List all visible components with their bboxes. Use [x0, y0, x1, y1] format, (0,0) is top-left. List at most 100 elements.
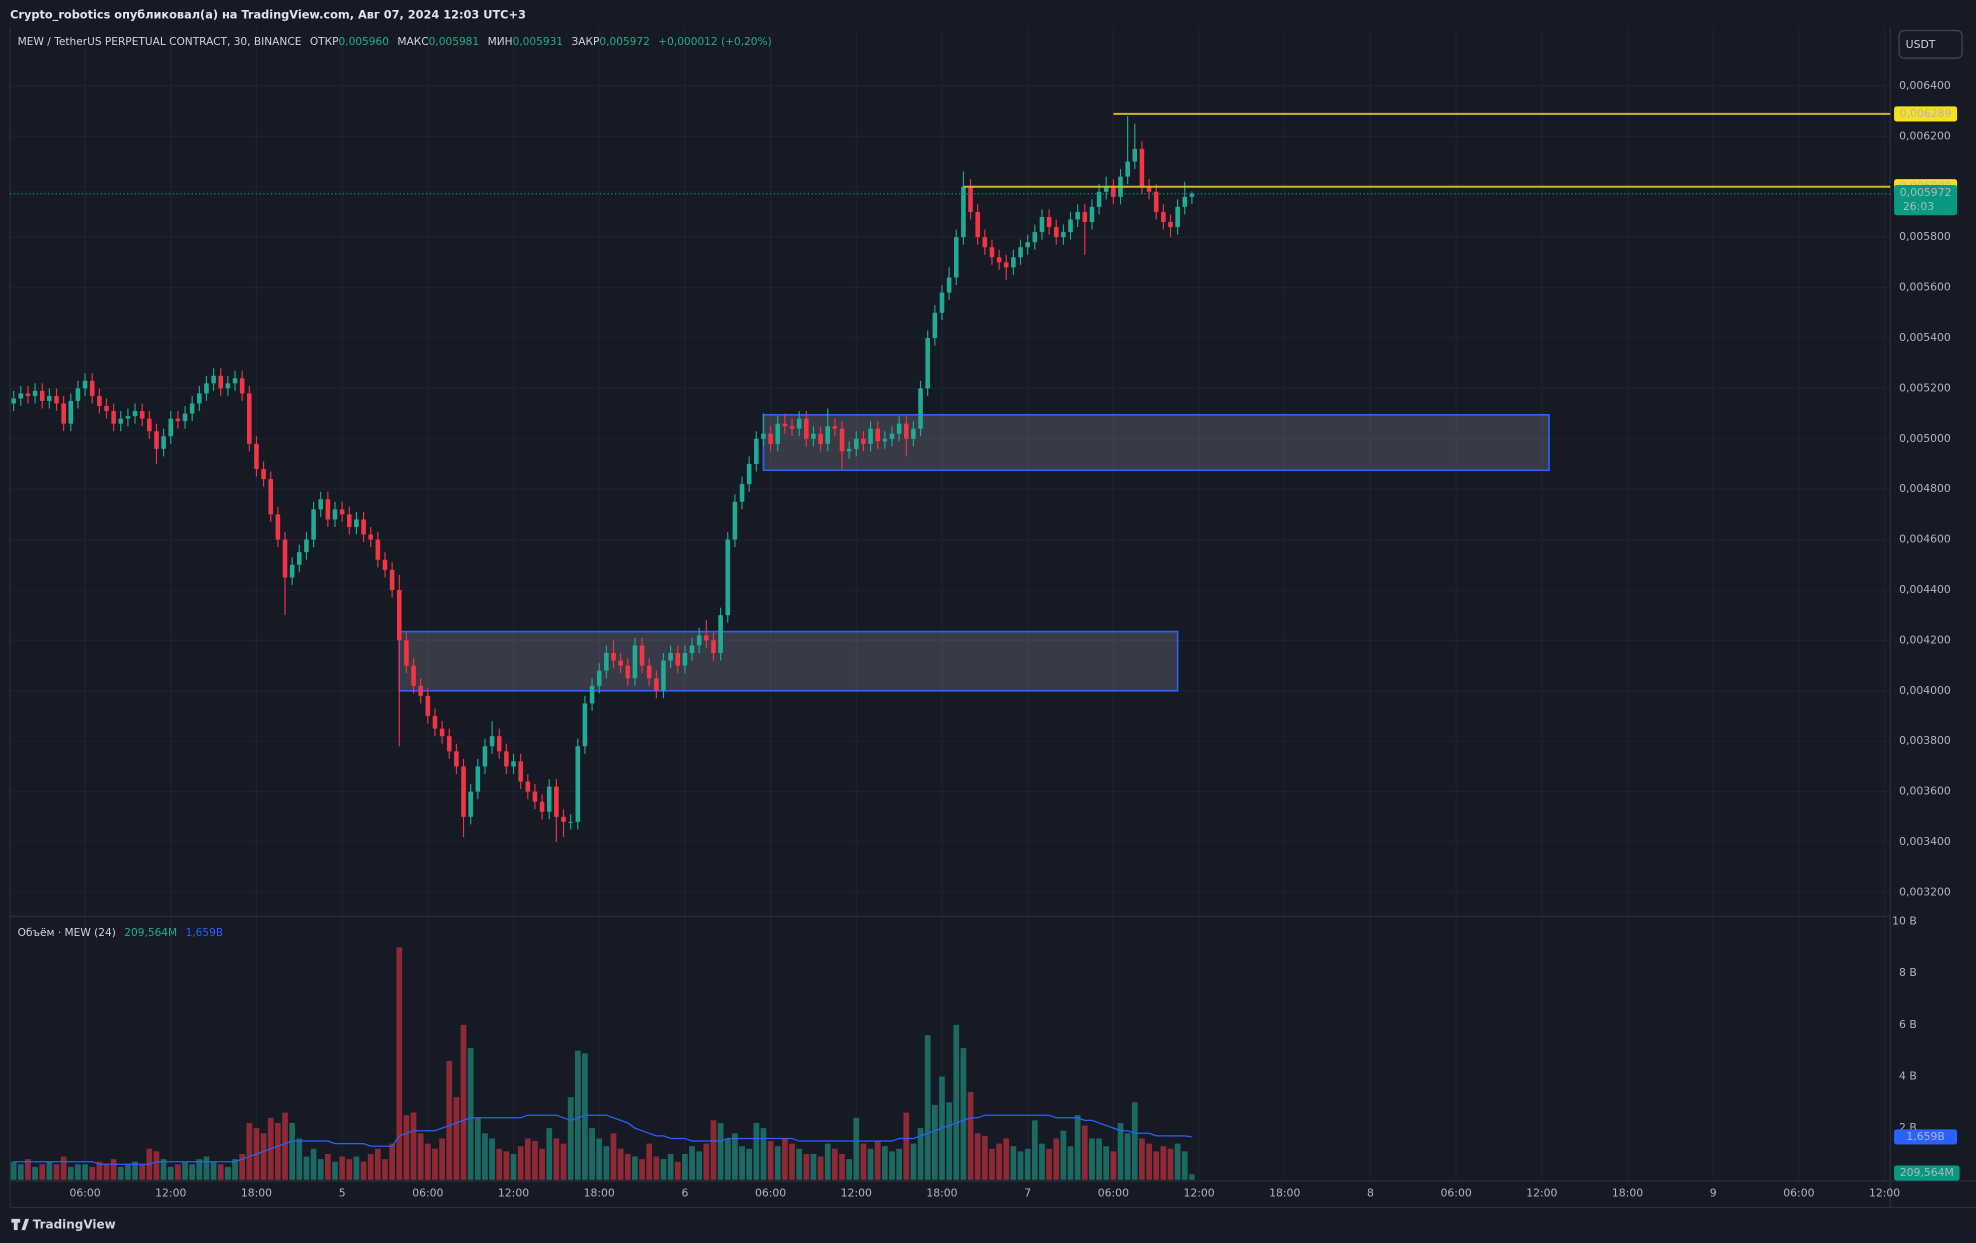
y-tick-label: 0,005000	[1899, 432, 1951, 445]
candle-body	[1082, 211, 1088, 223]
plot	[10, 112, 1891, 1180]
volume-bar	[467, 1048, 474, 1180]
candle-body	[404, 640, 409, 666]
y-tick-label: 0,003600	[1899, 785, 1951, 798]
volume-bar	[75, 1164, 81, 1180]
x-tick-label: 18:00	[1269, 1187, 1300, 1200]
volume-bar	[103, 1164, 110, 1180]
candle-body	[39, 390, 45, 401]
volume-bar	[67, 1166, 74, 1180]
x-tick-label: 06:00	[69, 1187, 100, 1200]
candle-body	[1096, 191, 1102, 207]
volume-bar	[110, 1159, 117, 1180]
level-label-box	[1894, 106, 1958, 122]
candle-body	[1111, 186, 1116, 197]
volume-bar	[782, 1138, 788, 1180]
volume-bar	[482, 1133, 488, 1180]
volume-bar	[981, 1135, 988, 1180]
x-tick-label: 18:00	[1612, 1187, 1643, 1200]
volume-bar	[239, 1153, 246, 1180]
volume-bar	[567, 1097, 574, 1180]
volume-bar	[682, 1153, 688, 1180]
x-tick-label: 7	[1024, 1187, 1031, 1200]
candle-body	[1053, 227, 1059, 238]
volume-bar	[732, 1133, 738, 1180]
volume-bar	[310, 1148, 317, 1180]
volume-bar	[710, 1120, 717, 1180]
volume-bar	[275, 1122, 281, 1180]
volume-bar	[839, 1153, 845, 1180]
volume-bar	[17, 1164, 24, 1180]
volume-bar	[689, 1146, 695, 1180]
candle-body	[454, 751, 459, 767]
candle-body	[882, 438, 888, 442]
volume-bar	[989, 1148, 995, 1180]
currency-button-label[interactable]: USDT	[1906, 38, 1936, 51]
volume-bar	[132, 1161, 138, 1180]
candle-body	[796, 418, 802, 429]
candle-body	[668, 653, 673, 661]
volume-value-label: 209,564M	[1900, 1166, 1954, 1179]
candle-body	[1068, 219, 1073, 233]
volume-bar	[203, 1156, 210, 1180]
y-tick-label: 0,004800	[1899, 482, 1951, 495]
x-tick-label: 18:00	[241, 1187, 272, 1200]
volume-bar	[1003, 1138, 1010, 1180]
candle-body	[211, 375, 216, 384]
volume-bar	[417, 1133, 424, 1180]
candle-body	[139, 411, 145, 419]
candle-body	[654, 678, 659, 691]
candle-body	[696, 635, 702, 646]
candle-body	[1061, 232, 1066, 238]
volume-legend: Объём · MEW (24) 209,564M 1,659B	[18, 927, 224, 939]
volume-bar	[39, 1164, 46, 1180]
volume-bar	[846, 1159, 853, 1180]
y-tick-label: 0,006200	[1899, 129, 1951, 142]
candle-body	[325, 499, 331, 520]
grid	[10, 27, 1891, 1180]
volume-bar	[596, 1138, 603, 1180]
volume-bar	[1060, 1130, 1067, 1180]
candle-body	[361, 519, 366, 535]
volume-bar	[789, 1143, 795, 1180]
candle-body	[1103, 186, 1109, 192]
brand: TradingView	[11, 1218, 116, 1232]
volume-bar	[32, 1166, 38, 1180]
candle-body	[75, 388, 81, 401]
candle-body	[689, 645, 695, 654]
candle-body	[346, 514, 352, 527]
currency-button-frame[interactable]	[1898, 29, 1963, 59]
candle-body	[175, 418, 181, 422]
candle-body	[132, 411, 138, 417]
currency-button[interactable]: USDT	[1898, 29, 1963, 59]
candle-body	[1139, 148, 1145, 187]
x-tick-label: 18:00	[584, 1187, 615, 1200]
zone	[398, 630, 1179, 692]
candle-body	[461, 766, 466, 817]
y-tick-label: 0,005600	[1899, 281, 1951, 294]
candle-body	[289, 564, 295, 578]
candle-body	[611, 653, 616, 661]
x-tick-label: 12:00	[1526, 1187, 1557, 1200]
volume-bar	[446, 1060, 453, 1180]
candle-body	[889, 433, 895, 439]
candle-body	[704, 635, 709, 641]
volume-bar	[403, 1115, 410, 1180]
candle-body	[47, 395, 52, 401]
legend: MEW / TetherUS PERPETUAL CONTRACT, 30, B…	[18, 36, 772, 48]
volume-bar	[639, 1159, 645, 1180]
candle-body	[118, 418, 124, 424]
candle-body	[718, 615, 723, 654]
candle-body	[504, 751, 509, 767]
candle-body	[768, 433, 773, 444]
candle-body	[518, 761, 523, 782]
volume-bar	[889, 1151, 895, 1180]
candle-body	[754, 438, 759, 464]
candle-body	[368, 534, 373, 540]
zone	[762, 414, 1550, 472]
volume-bar	[489, 1138, 495, 1180]
candle-body	[868, 428, 873, 444]
